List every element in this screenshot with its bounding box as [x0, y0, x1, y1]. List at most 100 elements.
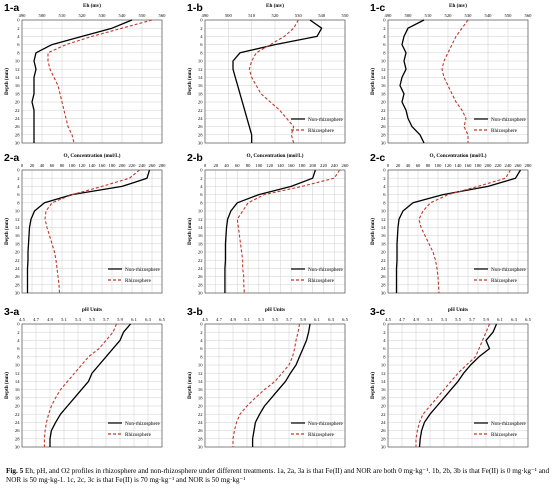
series-line-rhizosphere	[43, 323, 118, 447]
y-tick-label: 22	[381, 412, 386, 417]
y-tick-label: 16	[15, 83, 20, 88]
y-tick-label: 2	[200, 330, 203, 335]
chart-panel-3-b: 3-b pH Units 4.5 4.7 4.9 5.1 5.3 5.5 5.7 5.9 6.1 6.…	[186, 306, 349, 450]
series-line-non-rhizosphere	[418, 323, 498, 448]
y-tick-label: 4	[383, 184, 386, 189]
x-tick-label: 6.1	[314, 317, 320, 322]
x-tick-label: 200	[119, 163, 127, 168]
x-tick-label: 5.3	[441, 317, 447, 322]
x-tick-label: 220	[495, 163, 503, 168]
x-tick-label: 140	[89, 163, 97, 168]
series-line-rhizosphere	[248, 19, 299, 144]
x-tick-label: 510	[425, 13, 433, 18]
x-tick-label: 6.1	[497, 317, 503, 322]
y-axis-label: Depth (mm)	[3, 68, 10, 95]
x-tick-label: 560	[159, 13, 167, 18]
y-tick-label: 6	[383, 346, 386, 351]
legend-label: Non-rhizosphere	[308, 267, 344, 273]
y-tick-label: 14	[15, 225, 20, 230]
panel-label: 3-c	[370, 306, 385, 318]
y-tick-label: 24	[15, 116, 20, 121]
plot-frame	[387, 19, 529, 144]
y-tick-label: 4	[17, 34, 20, 39]
y-tick-label: 30	[15, 141, 20, 146]
chart-title: O₂ Concentration (mol/L)	[247, 152, 304, 159]
y-tick-label: 12	[198, 217, 203, 222]
y-tick-label: 14	[15, 75, 20, 80]
y-tick-label: 2	[383, 176, 386, 181]
y-tick-label: 28	[381, 436, 386, 441]
legend-label: Non-rhizosphere	[491, 267, 527, 273]
x-tick-label: 4.5	[19, 317, 25, 322]
x-tick-label: 5.9	[117, 317, 123, 322]
x-tick-label: 4.9	[230, 317, 236, 322]
y-tick-label: 8	[200, 50, 203, 55]
series-line-rhizosphere	[418, 169, 511, 294]
chart-panel-2-b: 2-b O₂ Concentration (mol/L)0 20 40 60 80 100 1…	[186, 152, 349, 296]
series-line-rhizosphere	[44, 169, 140, 294]
chart-panel-2-a: 2-a O₂ Concentration (mol/L)0 20 40 60 80 100 1…	[3, 152, 166, 296]
series-line-rhizosphere	[415, 323, 491, 447]
y-tick-label: 4	[200, 184, 203, 189]
y-tick-label: 26	[381, 124, 386, 129]
x-tick-label: 5.7	[286, 317, 292, 322]
y-tick-label: 2	[17, 26, 20, 31]
y-tick-label: 6	[200, 192, 203, 197]
y-tick-label: 16	[15, 387, 20, 392]
y-tick-label: 22	[198, 258, 203, 263]
x-tick-label: 120	[79, 163, 87, 168]
panel-label: 1-b	[187, 2, 203, 14]
y-tick-label: 12	[15, 67, 20, 72]
x-tick-label: 120	[266, 163, 274, 168]
chart-title: Eh (mv)	[449, 2, 467, 9]
x-tick-label: 5.9	[483, 317, 489, 322]
x-tick-label: 540	[485, 13, 493, 18]
x-tick-label: 4.7	[216, 317, 222, 322]
legend-label: Rhizosphere	[491, 432, 518, 438]
x-tick-label: 510	[248, 13, 256, 18]
y-tick-label: 4	[17, 184, 20, 189]
y-tick-label: 24	[381, 266, 386, 271]
x-tick-label: 530	[295, 13, 303, 18]
x-tick-label: 490	[19, 13, 27, 18]
panel-label: 3-b	[187, 306, 203, 318]
plot-frame	[204, 323, 346, 448]
y-tick-label: 14	[15, 379, 20, 384]
chart-title: pH Units	[265, 307, 285, 313]
x-tick-label: 6.5	[159, 317, 165, 322]
y-tick-label: 14	[198, 75, 203, 80]
y-tick-label: 24	[198, 266, 203, 271]
x-tick-label: 6.1	[131, 317, 137, 322]
y-tick-label: 10	[381, 209, 386, 214]
series-line-non-rhizosphere	[26, 169, 151, 293]
y-tick-label: 30	[198, 291, 203, 296]
x-tick-label: 280	[159, 163, 167, 168]
series-line-rhizosphere	[232, 323, 301, 447]
y-tick-label: 6	[17, 346, 20, 351]
y-tick-label: 22	[15, 258, 20, 263]
y-tick-label: 30	[15, 445, 20, 450]
y-tick-label: 22	[381, 258, 386, 263]
x-tick-label: 6.3	[511, 317, 517, 322]
chart-title: O₂ Concentration (mol/L)	[430, 152, 487, 159]
y-tick-label: 10	[198, 209, 203, 214]
y-tick-label: 16	[381, 233, 386, 238]
x-tick-label: 100	[255, 163, 263, 168]
x-tick-label: 200	[485, 163, 493, 168]
x-tick-label: 4.5	[385, 317, 391, 322]
chart-panel-1-a: 1-a Eh (mv)490 500 510 520 530 540 550 560024681…	[3, 2, 166, 146]
y-tick-label: 26	[15, 274, 20, 279]
x-tick-label: 490	[385, 13, 393, 18]
chart-panel-2-c: 2-c O₂ Concentration (mol/L)0 20 40 60 80 100 1…	[369, 152, 532, 296]
x-tick-label: 4.9	[47, 317, 53, 322]
series-line-non-rhizosphere	[31, 19, 133, 143]
x-tick-label: 40	[224, 163, 229, 168]
legend-label: Non-rhizosphere	[125, 267, 161, 273]
x-tick-label: 80	[426, 163, 431, 168]
y-tick-label: 4	[383, 34, 386, 39]
y-tick-label: 8	[17, 50, 20, 55]
chart-title: pH Units	[82, 307, 102, 313]
x-tick-label: 0	[21, 163, 24, 168]
y-tick-label: 6	[17, 42, 20, 47]
